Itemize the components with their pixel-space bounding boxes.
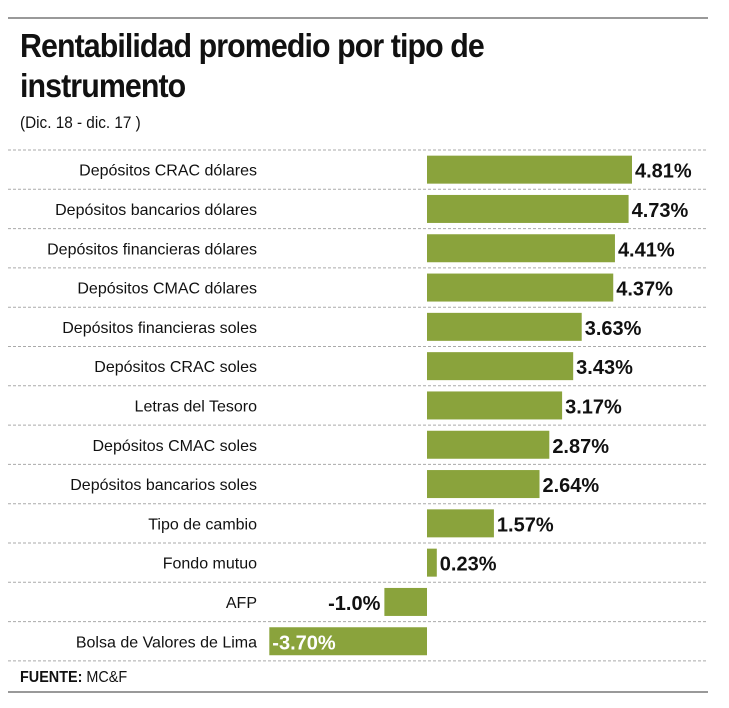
category-label: Depósitos CRAC dólares — [79, 163, 257, 180]
category-label: Depósitos financieras dólares — [47, 241, 257, 258]
bar — [427, 194, 629, 223]
category-label: Depósitos bancarios dólares — [55, 202, 257, 219]
bar — [427, 391, 563, 420]
bar — [427, 273, 614, 302]
bar — [269, 627, 427, 656]
bar — [427, 234, 615, 263]
bar — [427, 548, 437, 577]
category-label: Letras del Tesoro — [135, 398, 258, 415]
data-label: 2.87% — [552, 436, 609, 458]
data-label: 1.57% — [497, 514, 554, 536]
bar — [427, 155, 632, 184]
data-label: 2.64% — [543, 475, 600, 497]
data-label: 3.43% — [576, 357, 633, 379]
data-label: 3.17% — [565, 396, 622, 418]
bar — [427, 470, 540, 499]
data-label: 0.23% — [440, 554, 497, 576]
chart-title: Rentabilidad promedio por tipo de instru… — [20, 27, 485, 104]
source-value: MC&F — [86, 669, 128, 686]
bar — [427, 312, 582, 341]
data-label: 4.37% — [616, 279, 673, 301]
chart-subtitle: (Dic. 18 - dic. 17 ) — [20, 113, 141, 132]
data-label: 3.63% — [585, 318, 642, 340]
category-label: Bolsa de Valores de Lima — [76, 634, 257, 651]
data-label: -1.0% — [328, 593, 380, 615]
data-label: -3.70% — [272, 632, 336, 654]
bar — [427, 430, 550, 459]
bottom-rule — [8, 691, 708, 693]
category-label: AFP — [226, 595, 257, 612]
category-label: Depósitos CMAC soles — [93, 438, 258, 455]
category-label: Depósitos CMAC dólares — [77, 281, 257, 298]
top-rule — [8, 17, 708, 19]
source-note: FUENTE: MC&F — [20, 669, 127, 687]
category-label: Depósitos bancarios soles — [70, 477, 257, 494]
data-label: 4.41% — [618, 239, 675, 261]
category-label: Depósitos financieras soles — [62, 320, 257, 337]
bar — [427, 352, 574, 381]
data-label: 4.73% — [632, 200, 689, 222]
data-label: 4.81% — [635, 161, 692, 183]
bar — [384, 587, 427, 616]
bar — [427, 509, 494, 538]
category-label: Fondo mutuo — [163, 556, 257, 573]
category-label: Tipo de cambio — [148, 516, 257, 533]
source-label: FUENTE: — [20, 669, 83, 686]
category-label: Depósitos CRAC soles — [94, 359, 257, 376]
